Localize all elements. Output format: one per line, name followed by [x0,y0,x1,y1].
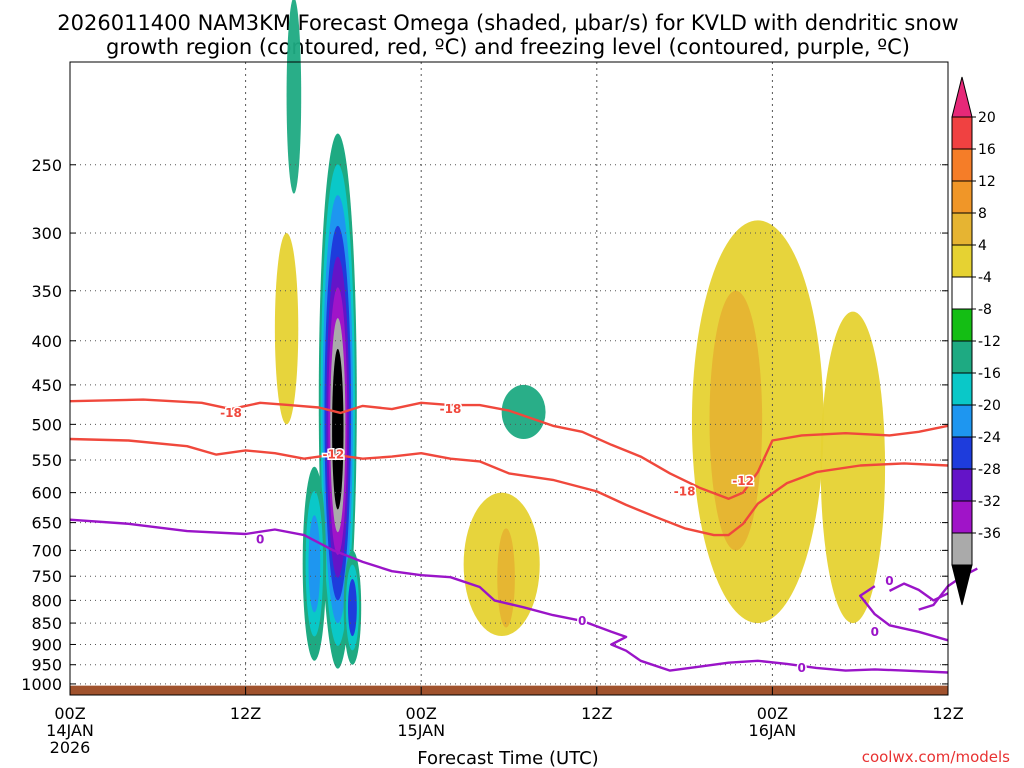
y-tick-label: 400 [31,332,62,351]
y-tick-label: 650 [31,514,62,533]
omega-green-mid-blob [501,384,546,440]
y-tick-label: 750 [31,567,62,586]
colorbar-label: 12 [978,174,996,190]
colorbar-label: 20 [978,110,996,126]
x-tick-label: 2026 [50,738,91,757]
chart-title-line1: 2026011400 NAM3KM Forecast Omega (shaded… [57,11,958,35]
y-tick-label: 1000 [21,675,62,694]
contour-line [69,398,949,500]
omega-mid-descent-core [497,528,515,628]
x-tick-label: 12Z [581,704,612,723]
colorbar-swatch [951,276,973,310]
y-tick-label: 300 [31,224,62,243]
contour-label: 0 [871,625,879,639]
colorbar-swatch [951,308,973,342]
colorbar-swatch [951,500,973,534]
colorbar-label: 16 [978,142,996,158]
omega-left-ascent-band-ring [308,515,321,613]
y-tick-label: 500 [31,415,62,434]
y-tick-label: 550 [31,451,62,470]
contour-line [69,437,949,537]
contour-label: 0 [885,574,893,588]
contour-line [69,518,949,674]
chart-title-line2: growth region (contoured, red, ºC) and f… [106,35,910,59]
contour-label: 0 [797,661,805,675]
colorbar-swatch [951,532,973,566]
colorbar-label: -32 [978,494,1001,510]
colorbar-swatch [951,116,973,150]
y-tick-label: 900 [31,635,62,654]
y-tick-label: 450 [31,376,62,395]
colorbar-label: -36 [978,526,1001,542]
y-tick-label: 600 [31,484,62,503]
x-tick-label: 00Z [406,704,437,723]
ground-band [70,685,948,695]
colorbar-swatch [951,436,973,470]
colorbar-swatch [951,340,973,374]
colorbar-label: -4 [978,270,992,286]
x-axis-title: Forecast Time (UTC) [417,748,598,768]
omega-lower-right-ascent-ring [348,578,357,637]
colorbar-bottom-arrow [951,564,973,606]
contour-label: -18 [674,484,696,498]
x-tick-label: 00Z [757,704,788,723]
colorbar-swatch [951,244,973,278]
contour-label: -18 [220,406,242,420]
colorbar-label: -28 [978,462,1001,478]
contour-label: -12 [732,474,754,488]
y-tick-label: 350 [31,282,62,301]
x-tick-label: 16JAN [749,721,797,740]
contour-label: 0 [256,533,264,547]
colorbar-label: -24 [978,430,1001,446]
colorbar-label: 8 [978,206,987,222]
colorbar-label: -8 [978,302,992,318]
y-tick-label: 950 [31,656,62,675]
y-tick-label: 250 [31,156,62,175]
omega-upper-descent [274,233,299,425]
colorbar-label: -12 [978,334,1001,350]
colorbar-top-arrow [951,76,973,118]
colorbar: 20 16 12 8 4 -4 -8 -12 -16 -20 -24 -28 -32 -36 [951,76,1001,606]
x-tick-label: 12Z [230,704,261,723]
credit-text: coolwx.com/models [862,748,1010,766]
y-axis: 250 300 350 400 450 500 550 600 650 700 750 800 850 9… [21,156,948,694]
contour-line [859,585,949,642]
y-tick-label: 800 [31,591,62,610]
plot-area: -18 -18 -18 -12 -12 0 0 0 0 0 [69,0,978,696]
colorbar-swatch [951,468,973,502]
colorbar-swatch [951,404,973,438]
x-tick-label: 00Z [54,704,85,723]
omega-right-descent-core [709,290,763,551]
x-tick-label: 12Z [932,704,963,723]
colorbar-label: -20 [978,398,1001,414]
y-tick-label: 700 [31,541,62,560]
colorbar-label: 4 [978,238,987,254]
x-tick-label: 15JAN [397,721,445,740]
contour-label: -18 [440,402,462,416]
colorbar-swatch [951,148,973,182]
omega-main-ascent-core-ring [332,348,344,510]
colorbar-label: -16 [978,366,1001,382]
y-tick-label: 850 [31,614,62,633]
colorbar-swatch [951,180,973,214]
colorbar-swatch [951,212,973,246]
plot-frame [69,61,949,696]
colorbar-swatch [951,372,973,406]
contour-label: -12 [323,448,345,462]
x-tick-label: 14JAN [46,721,94,740]
omega-upper-green-streak [286,0,302,194]
contour-label: 0 [578,614,586,628]
